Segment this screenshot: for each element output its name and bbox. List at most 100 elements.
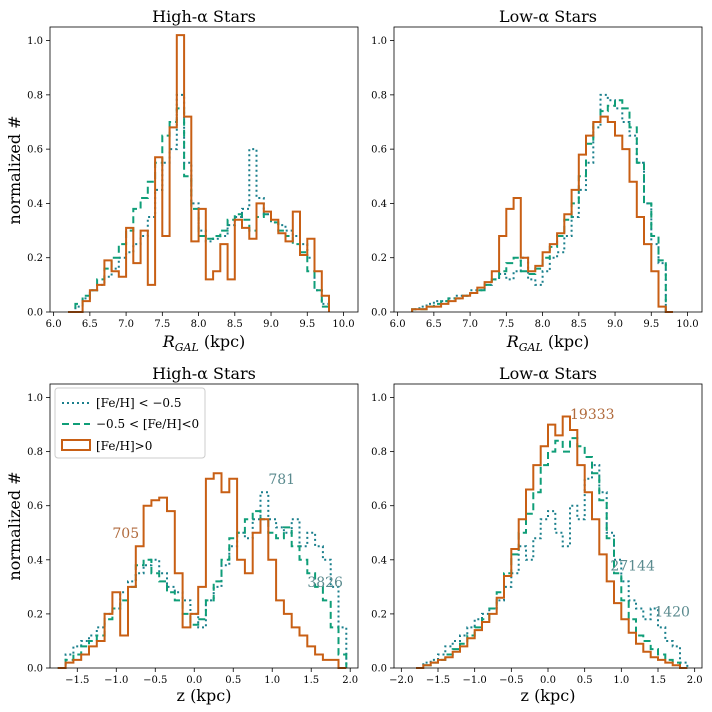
legend-swatch-high-metal <box>61 439 91 451</box>
axis-ticks: 6.0 6.5 7.0 7.5 8.0 8.5 9.0 9.5 10.0 0.0 0.2 0.4 0.6… <box>27 36 355 330</box>
x-tick-label: −1.0 <box>463 675 487 686</box>
y-tick-label: 0.8 <box>371 90 387 101</box>
legend-label-low-metal: [Fe/H] < −0.5 <box>96 396 181 410</box>
y-axis-label: normalized # <box>5 471 24 580</box>
series-group <box>57 472 348 669</box>
series-group <box>416 415 689 669</box>
legend-label-high-metal: [Fe/H]>0 <box>96 439 152 453</box>
x-axis-label: z (kpc) <box>177 686 232 705</box>
count-annotation: 1420 <box>654 605 690 621</box>
axes-frame <box>49 383 359 669</box>
x-tick-label: 6.5 <box>426 319 442 330</box>
axis-ticks: −2.0 −1.5 −1.0 −0.5 0.0 0.5 1.0 1.5 2.0 0.0 0.2 0.4… <box>371 393 703 686</box>
y-tick-label: 0.6 <box>27 501 43 512</box>
x-tick-label: 10.0 <box>676 319 698 330</box>
count-annotation: 705 <box>112 526 139 542</box>
x-axis-label: RGAL (kpc) <box>162 332 246 354</box>
y-tick-label: 0.0 <box>371 308 387 319</box>
x-axis-label: RGAL (kpc) <box>506 332 590 354</box>
y-tick-label: 1.0 <box>27 393 43 404</box>
series-low-metal <box>416 464 689 669</box>
count-annotation: 19333 <box>570 407 615 423</box>
axes-frame <box>393 26 703 313</box>
panel-rgal-low-alpha: Low-α Stars 6.0 6.5 7.0 7.5 8.0 8.5 9.0 9.5 10.0… <box>371 7 703 354</box>
series-group <box>411 93 673 313</box>
axis-ticks: −1.5 −1.0 −0.5 0.0 0.5 1.0 1.5 2.0 0.0 0.2 0.4 0.6 0… <box>27 393 358 686</box>
panel-title: Low-α Stars <box>499 7 597 26</box>
legend: [Fe/H] < −0.5 −0.5 < [Fe/H]<0 [Fe/H]>0 <box>54 387 206 459</box>
x-tick-label: 6.5 <box>82 319 98 330</box>
y-tick-label: 0.2 <box>371 609 387 620</box>
x-tick-label: 7.0 <box>118 319 134 330</box>
x-axis-label: z (kpc) <box>521 686 576 705</box>
x-tick-label: 7.5 <box>154 319 170 330</box>
x-tick-label: 6.0 <box>390 319 406 330</box>
y-tick-label: 0.2 <box>371 253 387 264</box>
panel-title: High-α Stars <box>152 364 256 383</box>
x-tick-label: 9.5 <box>643 319 659 330</box>
x-tick-label: 7.5 <box>498 319 514 330</box>
y-tick-label: 0.0 <box>27 664 43 675</box>
series-low-metal <box>411 93 673 313</box>
panel-title: High-α Stars <box>152 7 256 26</box>
x-tick-label: −0.5 <box>499 675 523 686</box>
y-tick-label: 0.0 <box>371 664 387 675</box>
axis-ticks: 6.0 6.5 7.0 7.5 8.0 8.5 9.0 9.5 10.0 0.0 0.2 0.4 0.6… <box>371 36 699 330</box>
x-tick-label: −2.0 <box>389 675 413 686</box>
x-tick-label: −1.0 <box>104 675 128 686</box>
x-tick-label: 2.0 <box>342 675 358 686</box>
y-tick-label: 0.8 <box>27 90 43 101</box>
panel-z-low-alpha: Low-α Stars −2.0 −1.5 −1.0 −0.5 0.0 0.5 1.0 1.5… <box>371 364 703 705</box>
series-mid-metal <box>411 99 673 313</box>
y-tick-label: 1.0 <box>371 36 387 47</box>
count-annotation: 27144 <box>610 559 655 575</box>
annotation-group: 19333 27144 1420 <box>570 407 690 620</box>
series-high-metal <box>416 415 688 669</box>
y-tick-label: 0.6 <box>371 145 387 156</box>
x-tick-label: −1.5 <box>426 675 450 686</box>
x-tick-label: 7.0 <box>462 319 478 330</box>
count-annotation: 781 <box>268 472 295 488</box>
x-tick-label: 0.5 <box>225 675 241 686</box>
count-annotation: 3826 <box>307 575 343 591</box>
y-tick-label: 0.2 <box>27 609 43 620</box>
series-low-metal <box>68 93 330 313</box>
y-tick-label: 0.6 <box>27 145 43 156</box>
x-tick-label: 8.5 <box>571 319 587 330</box>
series-group <box>68 34 330 313</box>
y-tick-label: 1.0 <box>27 36 43 47</box>
series-high-metal <box>68 34 330 313</box>
x-tick-label: 1.0 <box>264 675 280 686</box>
y-tick-label: 0.8 <box>27 447 43 458</box>
legend-box <box>54 387 206 459</box>
x-tick-label: 8.0 <box>191 319 207 330</box>
y-tick-label: 0.2 <box>27 253 43 264</box>
y-tick-label: 0.4 <box>371 199 387 210</box>
y-tick-label: 0.0 <box>27 308 43 319</box>
series-high-metal <box>411 115 673 313</box>
axes-frame <box>393 383 703 669</box>
x-tick-label: −1.5 <box>65 675 89 686</box>
series-mid-metal <box>57 510 348 669</box>
x-tick-label: 9.0 <box>263 319 279 330</box>
y-tick-label: 0.4 <box>27 199 43 210</box>
x-tick-label: 8.5 <box>227 319 243 330</box>
x-tick-label: 8.0 <box>535 319 551 330</box>
panel-z-high-alpha: High-α Stars −1.5 −1.0 −0.5 0.0 0.5 1.0 1.5 2.0… <box>5 364 359 705</box>
x-tick-label: 6.0 <box>46 319 62 330</box>
annotation-group: 781 705 3826 <box>112 472 343 591</box>
panel-rgal-high-alpha: High-α Stars 6.0 6.5 7.0 7.5 8.0 8.5 9.0 9.5 10.… <box>5 7 359 354</box>
x-tick-label: 0.5 <box>577 675 593 686</box>
y-tick-label: 1.0 <box>371 393 387 404</box>
axes-frame <box>49 26 359 313</box>
x-tick-label: 0.0 <box>540 675 556 686</box>
y-tick-label: 0.4 <box>27 555 43 566</box>
x-tick-label: 1.5 <box>650 675 666 686</box>
y-tick-label: 0.6 <box>371 501 387 512</box>
y-tick-label: 0.4 <box>371 555 387 566</box>
series-high-metal <box>57 472 347 669</box>
y-axis-label: normalized # <box>5 115 24 224</box>
y-tick-label: 0.8 <box>371 447 387 458</box>
x-tick-label: 1.5 <box>303 675 319 686</box>
